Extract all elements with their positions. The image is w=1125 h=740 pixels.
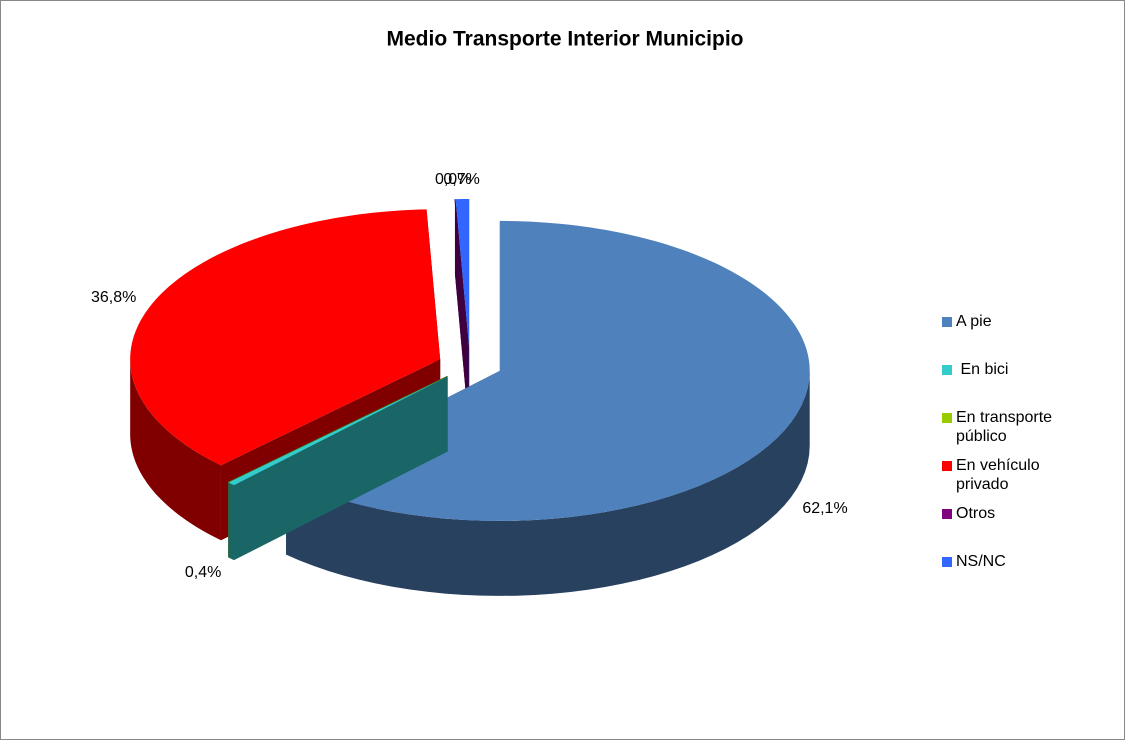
legend-label: Otros [956, 505, 996, 522]
chart-title: Medio Transporte Interior Municipio [386, 28, 743, 51]
legend-swatch [942, 509, 952, 519]
slice [455, 199, 470, 350]
slice-side [228, 376, 448, 558]
legend-swatch [942, 413, 952, 423]
data-label: 36,8% [91, 289, 136, 306]
legend-item: En bici [942, 360, 1092, 408]
slice [130, 209, 441, 466]
data-label: 0,0% [435, 171, 471, 188]
legend-item: NS/NC [942, 552, 1092, 600]
data-label: 0,4% [185, 564, 221, 581]
legend-label: A pie [956, 313, 992, 330]
legend-item: En transporte público [942, 408, 1092, 456]
legend: A pie En bici En transporte público En veh… [942, 312, 1092, 600]
slice-side [454, 199, 469, 425]
slice-wall [228, 482, 235, 561]
data-label: 0,7% [443, 171, 479, 188]
legend-swatch [942, 365, 952, 375]
slice [228, 376, 448, 486]
legend-swatch [942, 557, 952, 567]
legend-swatch [942, 317, 952, 327]
legend-swatch [942, 461, 952, 471]
slice-wall [286, 370, 810, 596]
legend-label: NS/NC [956, 553, 1006, 570]
slice-wall [130, 359, 221, 541]
slice [454, 199, 470, 350]
legend-label: En transporte público [956, 409, 1057, 445]
legend-label: En vehículo privado [956, 457, 1045, 493]
legend-item: Otros [942, 504, 1092, 552]
legend-item: En vehículo privado [942, 456, 1092, 504]
data-label: 62,1% [802, 500, 847, 517]
legend-item: A pie [942, 312, 1092, 360]
legend-label: En bici [956, 361, 1009, 378]
